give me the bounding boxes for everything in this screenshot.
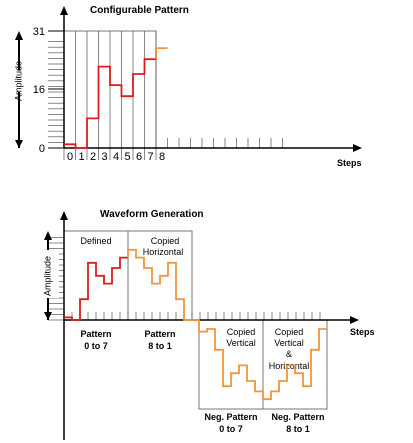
top-x-tick-label: 1	[78, 151, 84, 163]
pattern-label-1-line2: 0 to 7	[84, 341, 108, 351]
y-tick-0: 0	[39, 143, 45, 155]
bottom-ylabel-bg	[37, 250, 59, 298]
top-x-tick-label: 8	[159, 151, 165, 163]
top-xlabel: Steps	[337, 158, 362, 168]
pattern-label-3-line2: 0 to 7	[219, 424, 243, 434]
top-y-axis-arrowhead-bottom	[15, 140, 23, 148]
top-ylabel-bg	[8, 70, 30, 92]
top-y-axis-arrowhead	[15, 31, 23, 40]
bottom-y-axis-arrowhead-bottom	[44, 312, 52, 320]
bottom-y-axis-top-arrow	[60, 211, 68, 220]
label-cvh-line1: Copied	[275, 327, 304, 337]
label-copied-horizontal-line2: Horizontal	[143, 247, 184, 257]
bottom-orange-copied-line	[127, 248, 327, 401]
pattern-label-4-line2: 8 to 1	[286, 424, 310, 434]
label-copied-vertical-line1: Copied	[227, 327, 256, 337]
label-cvh-line2: Vertical	[274, 338, 304, 348]
top-chart-title: Configurable Pattern	[90, 5, 189, 16]
pattern-label-2-line1: Pattern	[144, 329, 175, 339]
top-x-tick-label: 3	[101, 151, 107, 163]
top-x-tick-label: 0	[67, 151, 73, 163]
top-x-tick-label: 2	[90, 151, 96, 163]
pattern-label-2-line2: 8 to 1	[148, 341, 172, 351]
bottom-chart-gridlines	[48, 237, 321, 321]
bottom-ylabel: Amplitude	[42, 256, 52, 296]
bottom-red-defined-line	[64, 256, 128, 321]
label-defined: Defined	[80, 236, 111, 246]
top-orange-pattern-line	[155, 47, 168, 60]
top-ylabel: Amplitude	[13, 61, 23, 101]
top-x-tick-label: 7	[147, 151, 153, 163]
label-cvh-line3: &	[286, 349, 292, 359]
top-y-axis-top-arrow	[60, 6, 68, 15]
bottom-chart: Waveform Generation Defined Copied Horiz…	[37, 209, 375, 440]
bottom-y-axis-arrowhead	[44, 231, 52, 240]
top-x-tick-label: 6	[136, 151, 142, 163]
bottom-x-axis-arrow	[350, 316, 359, 324]
y-tick-16: 16	[33, 84, 45, 96]
top-chart-gridlines	[48, 31, 283, 160]
top-x-tick-label: 5	[124, 151, 130, 163]
bottom-chart-title: Waveform Generation	[100, 209, 204, 220]
pattern-label-4-line1: Neg. Pattern	[271, 412, 324, 422]
top-red-pattern-line	[64, 48, 157, 149]
top-chart: Configurable Pattern 31 16 0 Amplitude S…	[8, 5, 362, 168]
top-x-tick-label: 4	[113, 151, 119, 163]
y-tick-31: 31	[33, 26, 45, 38]
label-copied-horizontal-line1: Copied	[151, 236, 180, 246]
label-copied-vertical-line2: Vertical	[226, 338, 256, 348]
pattern-label-1-line1: Pattern	[80, 329, 111, 339]
top-x-axis-arrow	[353, 144, 362, 152]
pattern-label-3-line1: Neg. Pattern	[204, 412, 257, 422]
bottom-xlabel: Steps	[350, 327, 375, 337]
